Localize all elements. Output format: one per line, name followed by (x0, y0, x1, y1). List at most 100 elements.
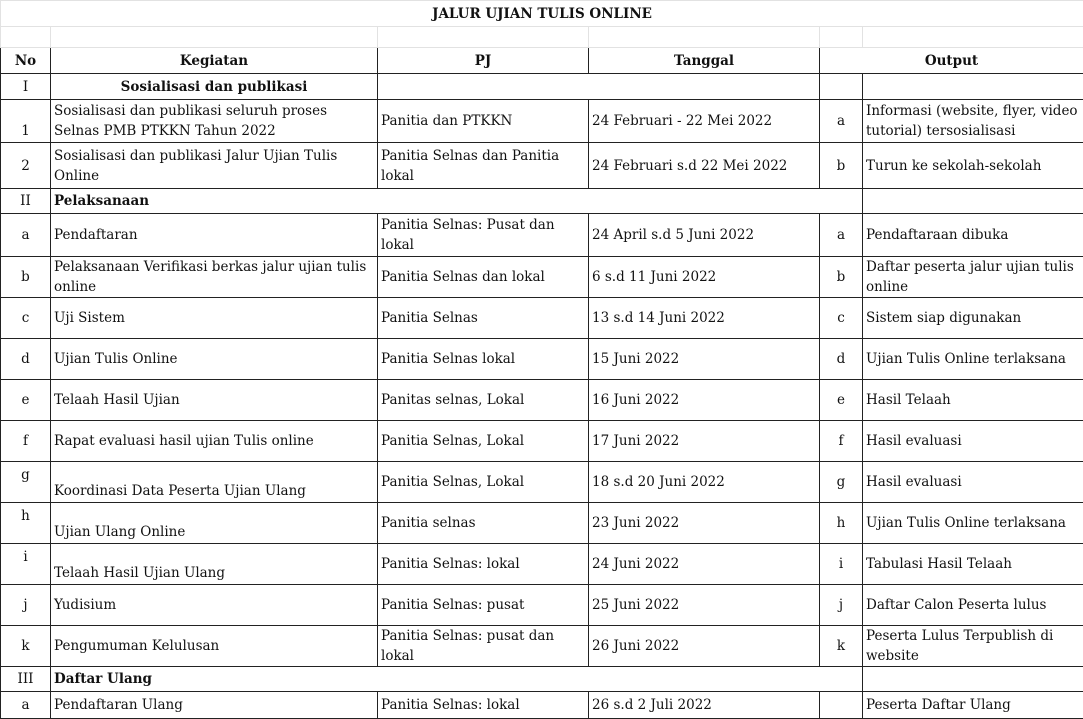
kegiatan-cell[interactable]: Sosialisasi dan publikasi Jalur Ujian Tu… (51, 143, 378, 189)
tanggal-cell[interactable]: 24 Februari - 22 Mei 2022 (589, 100, 820, 143)
blank-cell[interactable] (589, 27, 820, 48)
output-cell[interactable]: Ujian Tulis Online terlaksana (863, 339, 1083, 380)
output-letter[interactable]: g (820, 462, 863, 503)
row-number[interactable]: a (1, 692, 51, 719)
blank-cell[interactable] (863, 27, 1083, 48)
row-number[interactable]: f (1, 421, 51, 462)
header-output[interactable]: Output (820, 48, 1083, 74)
tanggal-cell[interactable]: 23 Juni 2022 (589, 503, 820, 544)
output-letter[interactable]: c (820, 298, 863, 339)
kegiatan-cell[interactable]: Pelaksanaan Verifikasi berkas jalur ujia… (51, 257, 378, 298)
blank-cell[interactable] (378, 27, 589, 48)
output-cell[interactable]: Pendaftaraan dibuka (863, 214, 1083, 257)
blank-cell[interactable] (1, 27, 51, 48)
row-number[interactable]: II (1, 189, 51, 214)
pj-cell[interactable]: Panitia Selnas lokal (378, 339, 589, 380)
tanggal-cell[interactable]: 25 Juni 2022 (589, 585, 820, 626)
row-number[interactable]: j (1, 585, 51, 626)
output-cell[interactable]: Daftar peserta jalur ujian tulis online (863, 257, 1083, 298)
kegiatan-cell[interactable]: Uji Sistem (51, 298, 378, 339)
output-letter[interactable]: h (820, 503, 863, 544)
pj-cell[interactable]: Panitia Selnas, Lokal (378, 462, 589, 503)
tanggal-cell[interactable]: 13 s.d 14 Juni 2022 (589, 298, 820, 339)
kegiatan-cell[interactable]: Koordinasi Data Peserta Ujian Ulang (51, 462, 378, 503)
kegiatan-cell[interactable]: Pendaftaran (51, 214, 378, 257)
output-letter[interactable]: e (820, 380, 863, 421)
pj-cell[interactable]: Panitia Selnas: lokal (378, 692, 589, 719)
header-no[interactable]: No (1, 48, 51, 74)
kegiatan-cell[interactable]: Rapat evaluasi hasil ujian Tulis online (51, 421, 378, 462)
empty-cell[interactable] (863, 667, 1083, 692)
pj-cell[interactable]: Panitia Selnas: Pusat dan lokal (378, 214, 589, 257)
output-letter[interactable]: b (820, 257, 863, 298)
row-number[interactable]: c (1, 298, 51, 339)
output-cell[interactable]: Peserta Daftar Ulang (863, 692, 1083, 719)
row-number[interactable]: a (1, 214, 51, 257)
pj-cell[interactable]: Panitas selnas, Lokal (378, 380, 589, 421)
kegiatan-cell[interactable]: Ujian Ulang Online (51, 503, 378, 544)
pj-cell[interactable]: Panitia Selnas: pusat (378, 585, 589, 626)
kegiatan-cell[interactable]: Sosialisasi dan publikasi seluruh proses… (51, 100, 378, 143)
output-letter[interactable]: j (820, 585, 863, 626)
tanggal-cell[interactable]: 24 April s.d 5 Juni 2022 (589, 214, 820, 257)
tanggal-cell[interactable]: 17 Juni 2022 (589, 421, 820, 462)
row-number[interactable]: III (1, 667, 51, 692)
blank-cell[interactable] (51, 27, 378, 48)
empty-cell[interactable] (378, 74, 820, 100)
section-title[interactable]: Sosialisasi dan publikasi (51, 74, 378, 100)
kegiatan-cell[interactable]: Pengumuman Kelulusan (51, 626, 378, 667)
header-tanggal[interactable]: Tanggal (589, 48, 820, 74)
empty-cell[interactable] (863, 74, 1083, 100)
kegiatan-cell[interactable]: Pendaftaran Ulang (51, 692, 378, 719)
kegiatan-cell[interactable]: Telaah Hasil Ujian Ulang (51, 544, 378, 585)
empty-cell[interactable] (863, 189, 1083, 214)
section-title[interactable]: Daftar Ulang (51, 667, 863, 692)
output-letter[interactable]: d (820, 339, 863, 380)
header-pj[interactable]: PJ (378, 48, 589, 74)
empty-cell[interactable] (820, 74, 863, 100)
section-title[interactable]: Pelaksanaan (51, 189, 863, 214)
row-number[interactable]: h (1, 503, 51, 544)
output-letter[interactable]: b (820, 143, 863, 189)
tanggal-cell[interactable]: 26 Juni 2022 (589, 626, 820, 667)
pj-cell[interactable]: Panitia Selnas (378, 298, 589, 339)
output-cell[interactable]: Daftar Calon Peserta lulus (863, 585, 1083, 626)
row-number[interactable]: g (1, 462, 51, 503)
tanggal-cell[interactable]: 16 Juni 2022 (589, 380, 820, 421)
tanggal-cell[interactable]: 15 Juni 2022 (589, 339, 820, 380)
output-cell[interactable]: Informasi (website, flyer, video tutoria… (863, 100, 1083, 143)
row-number[interactable]: i (1, 544, 51, 585)
header-kegiatan[interactable]: Kegiatan (51, 48, 378, 74)
pj-cell[interactable]: Panitia Selnas dan lokal (378, 257, 589, 298)
tanggal-cell[interactable]: 6 s.d 11 Juni 2022 (589, 257, 820, 298)
output-letter[interactable]: i (820, 544, 863, 585)
row-number[interactable]: d (1, 339, 51, 380)
tanggal-cell[interactable]: 24 Februari s.d 22 Mei 2022 (589, 143, 820, 189)
output-cell[interactable]: Peserta Lulus Terpublish di website (863, 626, 1083, 667)
tanggal-cell[interactable]: 18 s.d 20 Juni 2022 (589, 462, 820, 503)
output-letter[interactable]: k (820, 626, 863, 667)
pj-cell[interactable]: Panitia Selnas, Lokal (378, 421, 589, 462)
output-cell[interactable]: Hasil evaluasi (863, 462, 1083, 503)
output-letter[interactable]: a (820, 100, 863, 143)
pj-cell[interactable]: Panitia Selnas: lokal (378, 544, 589, 585)
output-letter[interactable] (820, 692, 863, 719)
row-number[interactable]: b (1, 257, 51, 298)
row-number[interactable]: k (1, 626, 51, 667)
kegiatan-cell[interactable]: Ujian Tulis Online (51, 339, 378, 380)
output-letter[interactable]: a (820, 214, 863, 257)
tanggal-cell[interactable]: 26 s.d 2 Juli 2022 (589, 692, 820, 719)
pj-cell[interactable]: Panitia selnas (378, 503, 589, 544)
pj-cell[interactable]: Panitia Selnas dan Panitia lokal (378, 143, 589, 189)
row-number[interactable]: 1 (1, 100, 51, 143)
output-cell[interactable]: Sistem siap digunakan (863, 298, 1083, 339)
row-number[interactable]: 2 (1, 143, 51, 189)
output-cell[interactable]: Ujian Tulis Online terlaksana (863, 503, 1083, 544)
output-cell[interactable]: Tabulasi Hasil Telaah (863, 544, 1083, 585)
output-letter[interactable]: f (820, 421, 863, 462)
output-cell[interactable]: Hasil Telaah (863, 380, 1083, 421)
blank-cell[interactable] (820, 27, 863, 48)
kegiatan-cell[interactable]: Telaah Hasil Ujian (51, 380, 378, 421)
pj-cell[interactable]: Panitia Selnas: pusat dan lokal (378, 626, 589, 667)
row-number[interactable]: e (1, 380, 51, 421)
